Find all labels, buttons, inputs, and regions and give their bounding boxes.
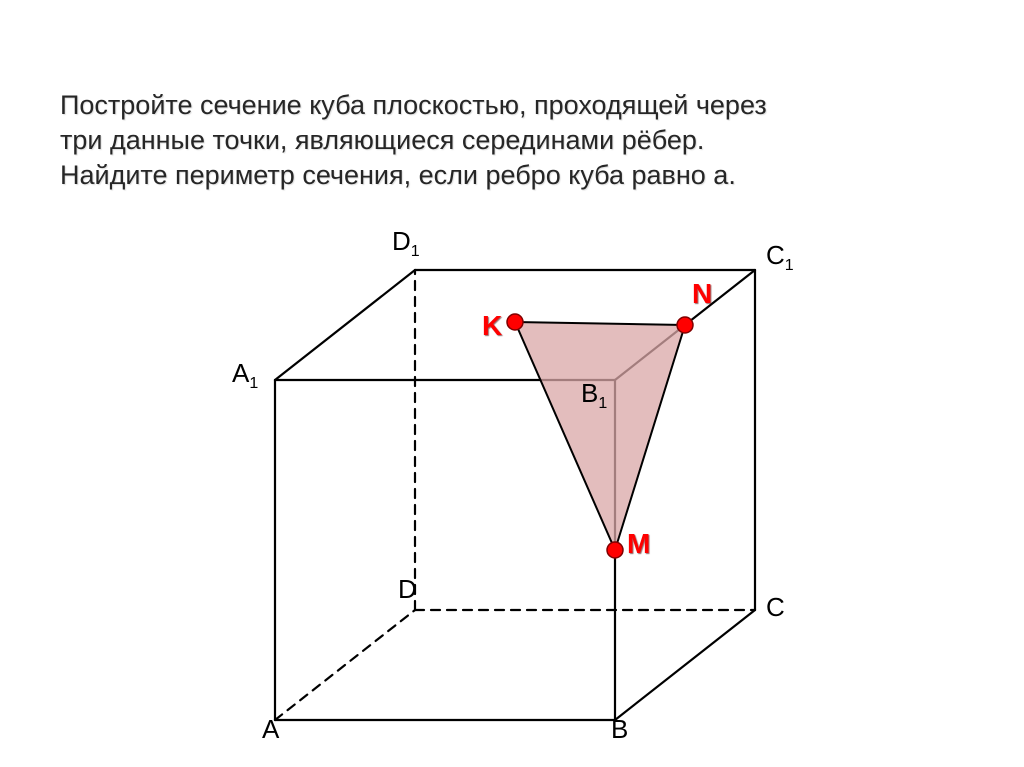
label-K: K (482, 310, 502, 342)
cube-diagram: D1 C1 A1 B1 D C A B K N M (170, 220, 830, 760)
label-N: N (692, 278, 712, 310)
problem-statement: Постройте сечение куба плоскостью, прохо… (60, 88, 960, 193)
problem-line-1: Постройте сечение куба плоскостью, прохо… (60, 90, 767, 120)
label-A: A (262, 714, 279, 745)
label-B1: B1 (581, 378, 607, 413)
label-C1: C1 (766, 240, 794, 275)
label-A1: A1 (232, 358, 258, 393)
label-M: M (627, 528, 650, 560)
label-B: B (611, 714, 628, 745)
label-C: C (766, 592, 785, 623)
problem-line-2: три данные точки, являющиеся серединами … (60, 125, 704, 155)
problem-line-3: Найдите периметр сечения, если ребро куб… (60, 160, 736, 190)
cube-svg (170, 220, 830, 760)
label-D1: D1 (392, 226, 420, 261)
label-D: D (398, 574, 417, 605)
